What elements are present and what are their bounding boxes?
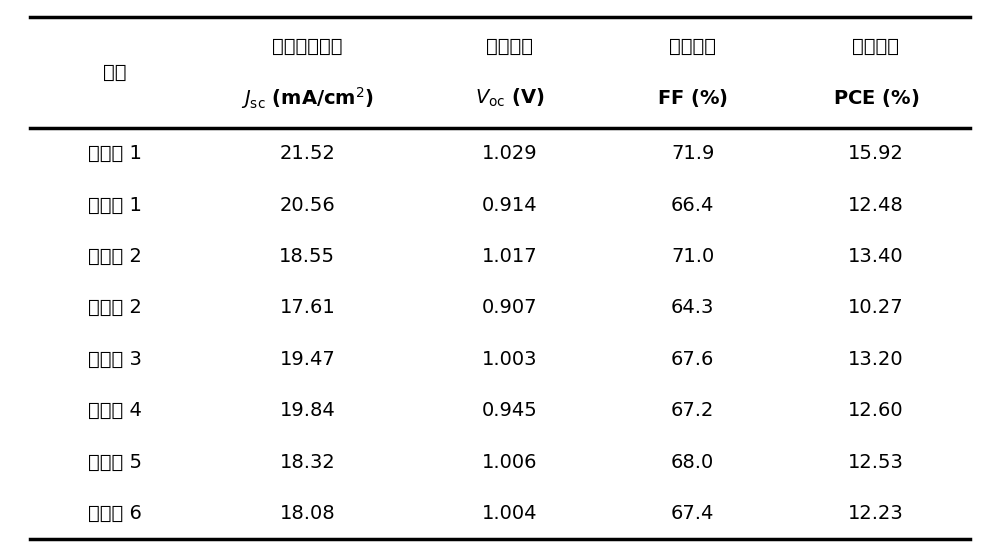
Text: 12.53: 12.53: [848, 453, 904, 471]
Text: 1.029: 1.029: [482, 144, 537, 163]
Text: 67.6: 67.6: [671, 350, 714, 369]
Text: 10.27: 10.27: [848, 299, 904, 317]
Text: 12.60: 12.60: [848, 401, 904, 420]
Text: 71.9: 71.9: [671, 144, 714, 163]
Text: 对比例 1: 对比例 1: [88, 196, 142, 215]
Text: 20.56: 20.56: [279, 196, 335, 215]
Text: 19.84: 19.84: [279, 401, 335, 420]
Text: 12.48: 12.48: [848, 196, 904, 215]
Text: 13.40: 13.40: [848, 247, 904, 266]
Text: 短路电流密度: 短路电流密度: [272, 37, 343, 56]
Text: 67.2: 67.2: [671, 401, 714, 420]
Text: 样品: 样品: [103, 63, 126, 82]
Text: 开路电压: 开路电压: [486, 37, 533, 56]
Text: 1.006: 1.006: [482, 453, 537, 471]
Text: 实施例 2: 实施例 2: [88, 247, 142, 266]
Text: 0.907: 0.907: [482, 299, 537, 317]
Text: 17.61: 17.61: [279, 299, 335, 317]
Text: 18.32: 18.32: [279, 453, 335, 471]
Text: $\mathbf{PCE}$ (%): $\mathbf{PCE}$ (%): [833, 87, 919, 109]
Text: 67.4: 67.4: [671, 504, 714, 523]
Text: 对比例 2: 对比例 2: [88, 299, 142, 317]
Text: 64.3: 64.3: [671, 299, 714, 317]
Text: 18.55: 18.55: [279, 247, 335, 266]
Text: 13.20: 13.20: [848, 350, 904, 369]
Text: 实施例 1: 实施例 1: [88, 144, 142, 163]
Text: 1.003: 1.003: [482, 350, 537, 369]
Text: 实施例 6: 实施例 6: [88, 504, 142, 523]
Text: 实施例 4: 实施例 4: [88, 401, 142, 420]
Text: 0.945: 0.945: [482, 401, 537, 420]
Text: $\mathit{J}_{\mathrm{sc}}$ (mA/cm$^2$): $\mathit{J}_{\mathrm{sc}}$ (mA/cm$^2$): [241, 85, 374, 111]
Text: $\mathit{V}_{\mathrm{oc}}$ (V): $\mathit{V}_{\mathrm{oc}}$ (V): [475, 87, 544, 109]
Text: 68.0: 68.0: [671, 453, 714, 471]
Text: $\mathbf{FF}$ (%): $\mathbf{FF}$ (%): [657, 87, 728, 109]
Text: 实施例 3: 实施例 3: [88, 350, 142, 369]
Text: 1.004: 1.004: [482, 504, 537, 523]
Text: 18.08: 18.08: [279, 504, 335, 523]
Text: 12.23: 12.23: [848, 504, 904, 523]
Text: 0.914: 0.914: [482, 196, 537, 215]
Text: 填充因子: 填充因子: [669, 37, 716, 56]
Text: 71.0: 71.0: [671, 247, 714, 266]
Text: 转换效率: 转换效率: [852, 37, 899, 56]
Text: 19.47: 19.47: [279, 350, 335, 369]
Text: 实施例 5: 实施例 5: [88, 453, 142, 471]
Text: 66.4: 66.4: [671, 196, 714, 215]
Text: 21.52: 21.52: [279, 144, 335, 163]
Text: 15.92: 15.92: [848, 144, 904, 163]
Text: 1.017: 1.017: [482, 247, 537, 266]
